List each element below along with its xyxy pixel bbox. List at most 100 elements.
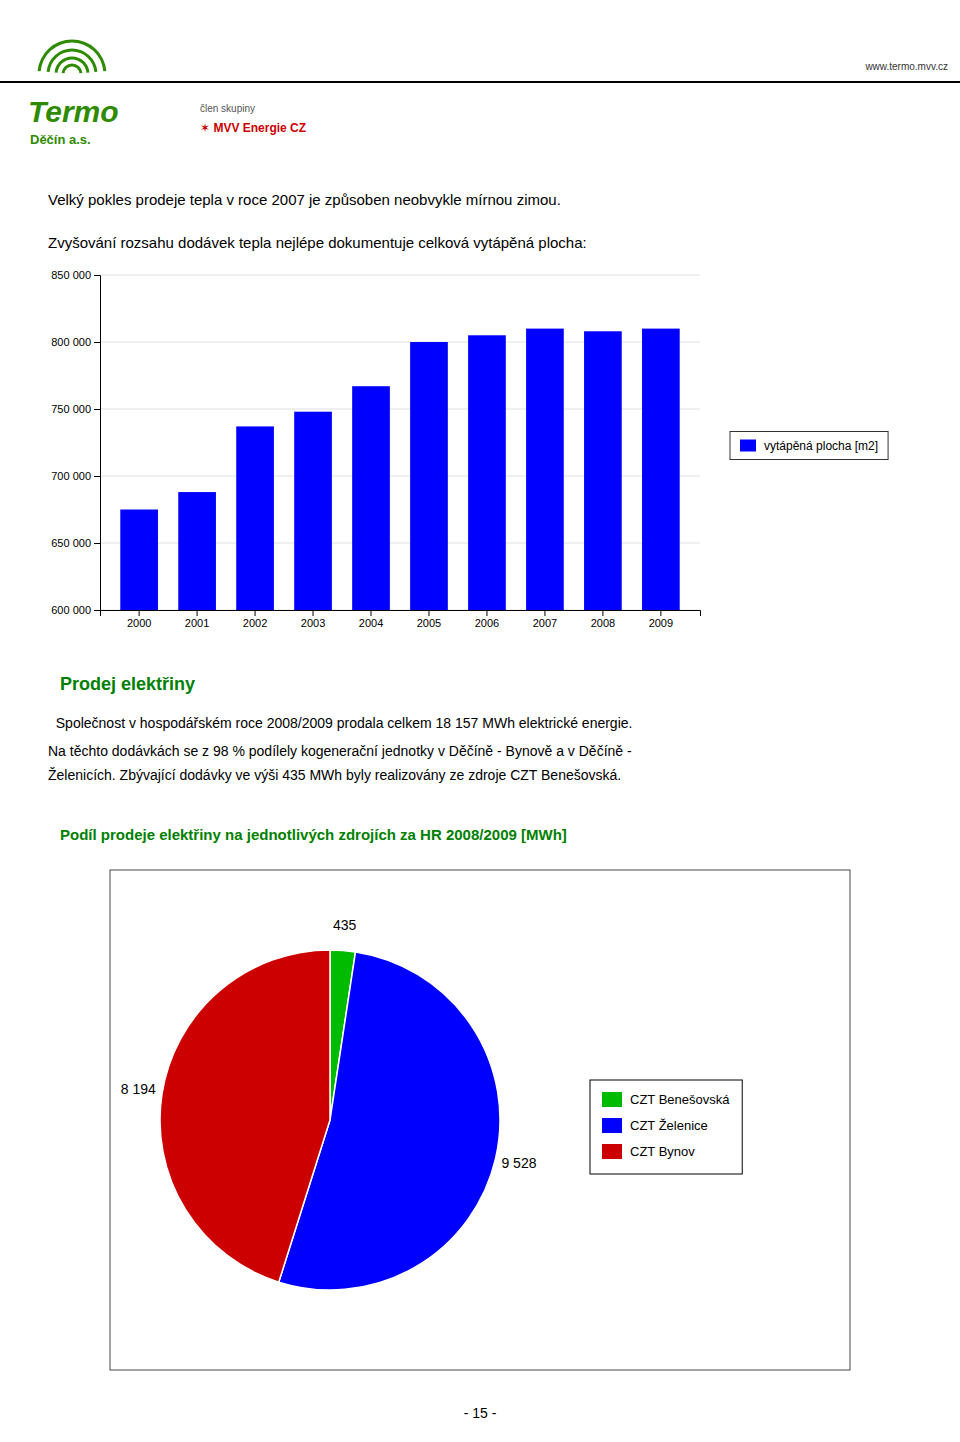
legend-box	[590, 1080, 742, 1174]
tick-label: 2004	[359, 617, 383, 629]
logo-title: Termo	[28, 95, 119, 128]
pie-chart: Podíl prodeje elektřiny na jednotlivých …	[60, 826, 850, 1370]
footer: - 15 -	[464, 1405, 497, 1421]
legend: CZT Benešovská CZT Želenice CZT Bynov	[590, 1080, 742, 1174]
tick-mark	[428, 610, 429, 616]
group-member: člen skupiny	[200, 103, 255, 114]
bar	[236, 426, 274, 610]
axis-domain	[94, 276, 101, 611]
paragraph: Želenicích. Zbývající dodávky ve výši 43…	[48, 767, 621, 783]
slice	[160, 950, 330, 1282]
data-label: 435	[333, 917, 357, 933]
logo-subtitle: Děčín a.s.	[30, 132, 91, 147]
tick-mark	[139, 610, 140, 616]
tick-mark	[94, 342, 100, 343]
tick: 2005	[417, 610, 441, 629]
data-label: 9 528	[501, 1155, 536, 1171]
bar	[642, 329, 680, 610]
legend-swatch	[602, 1144, 622, 1159]
legend-swatch	[740, 440, 756, 452]
legend-swatch	[602, 1118, 622, 1133]
axis-domain	[101, 611, 701, 617]
tick-label: 750 000	[51, 403, 91, 415]
x-axis: 2000 2001 2002 2003 2004 2005 2006 2007 2008 2009	[101, 610, 701, 629]
tick-mark	[313, 610, 314, 616]
tick: 2003	[301, 610, 325, 629]
intro-text: Velký pokles prodeje tepla v roce 2007 j…	[48, 191, 561, 208]
tick-label: 2008	[591, 617, 615, 629]
bar	[120, 510, 158, 611]
website: www.termo.mvv.cz	[864, 61, 948, 72]
tick-label: 2003	[301, 617, 325, 629]
tick-mark	[197, 610, 198, 616]
section-title: Prodej elektřiny	[60, 674, 195, 694]
tick-mark	[94, 275, 100, 276]
logo-arc	[55, 57, 90, 73]
tick: 600 000	[51, 604, 100, 616]
header-separator	[0, 81, 960, 83]
tick: 2001	[185, 610, 209, 629]
bar-chart: Zvyšování rozsahu dodávek tepla nejlépe …	[48, 234, 888, 629]
tick: 2007	[533, 610, 557, 629]
tick-label: 2000	[127, 617, 151, 629]
tick-label: 2002	[243, 617, 267, 629]
header: www.termo.mvv.cz Termo Děčín a.s. člen skup…	[0, 40, 960, 147]
logo-arc	[62, 63, 83, 73]
legend: vytápěná plocha [m2]	[730, 432, 888, 460]
tick: 2002	[243, 610, 267, 629]
tick-label: 850 000	[51, 269, 91, 281]
bar	[178, 492, 216, 610]
tick-label: 2005	[417, 617, 441, 629]
grid	[100, 275, 700, 610]
tick-mark	[94, 409, 100, 410]
tick-label: 800 000	[51, 336, 91, 348]
legend-label: CZT Benešovská	[630, 1092, 730, 1107]
tick-mark	[486, 610, 487, 616]
tick: 850 000	[51, 269, 100, 281]
pie-frame	[110, 870, 850, 1370]
legend-box	[730, 432, 888, 460]
tick-label: 650 000	[51, 537, 91, 549]
tick-mark	[371, 610, 372, 616]
tick-label: 2009	[649, 617, 673, 629]
group-name: ✶ MVV Energie CZ	[200, 121, 306, 135]
tick-mark	[94, 610, 100, 611]
tick-mark	[94, 476, 100, 477]
bars	[120, 329, 679, 610]
legend-label: vytápěná plocha [m2]	[764, 439, 878, 453]
page: www.termo.mvv.cz Termo Děčín a.s. člen skup…	[0, 0, 960, 1442]
tick: 2006	[475, 610, 499, 629]
legend-swatch	[602, 1092, 622, 1107]
tick: 750 000	[51, 403, 100, 415]
tick-label: 600 000	[51, 604, 91, 616]
legend-label: CZT Bynov	[630, 1144, 695, 1159]
tick-label: 2007	[533, 617, 557, 629]
tick: 700 000	[51, 470, 100, 482]
paragraph: Společnost v hospodářském roce 2008/2009…	[48, 715, 632, 731]
chart-title: Podíl prodeje elektřiny na jednotlivých …	[60, 826, 567, 843]
tick-mark	[602, 610, 603, 616]
legend-label: CZT Želenice	[630, 1118, 708, 1133]
slices: 435 9 528 8 194	[121, 917, 537, 1290]
tick-mark	[660, 610, 661, 616]
bar	[468, 335, 506, 610]
tick: 2000	[127, 610, 151, 629]
data-label: 8 194	[121, 1081, 156, 1097]
y-axis: 600 000 650 000 700 000 750 000 800 000 850 0…	[51, 269, 100, 616]
tick-mark	[544, 610, 545, 616]
tick-label: 2006	[475, 617, 499, 629]
bar	[352, 386, 390, 610]
tick-mark	[94, 543, 100, 544]
tick-label: 2001	[185, 617, 209, 629]
bar	[526, 329, 564, 610]
logo-arc	[47, 48, 98, 71]
tick: 800 000	[51, 336, 100, 348]
tick-mark	[255, 610, 256, 616]
paragraph: Na těchto dodávkách se z 98 % podílely k…	[48, 743, 632, 759]
tick: 2009	[649, 610, 673, 629]
tick: 2004	[359, 610, 383, 629]
bar	[410, 342, 448, 610]
grid-line	[100, 275, 700, 276]
bar	[294, 412, 332, 610]
chart-title: Zvyšování rozsahu dodávek tepla nejlépe …	[48, 234, 587, 251]
